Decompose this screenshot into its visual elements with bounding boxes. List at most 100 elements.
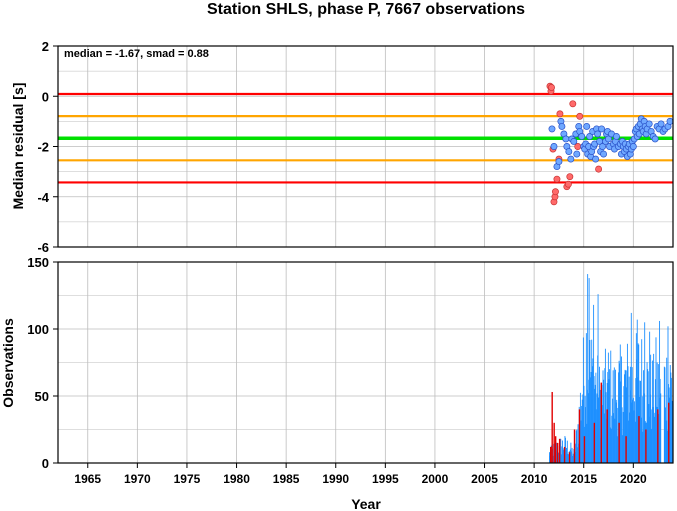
- observation-bar-red: [563, 446, 566, 463]
- observation-bar-blue: [603, 413, 605, 463]
- observation-bar-blue: [613, 367, 615, 463]
- observation-bar-red: [578, 409, 581, 463]
- observation-bar-blue: [633, 410, 635, 463]
- observation-bar-blue: [622, 411, 624, 463]
- year-x-tick-label: 2000: [422, 472, 449, 486]
- observation-bar-blue: [664, 367, 666, 463]
- residual-point: [599, 143, 607, 150]
- observation-bar-blue: [612, 398, 613, 463]
- observation-bar-blue: [562, 448, 564, 463]
- observations-y-tick-label: 100: [27, 322, 49, 337]
- observation-bar-blue: [569, 449, 571, 463]
- observation-bar-blue: [609, 427, 611, 463]
- observation-bar-blue: [577, 424, 579, 463]
- observation-bar-blue: [621, 407, 623, 463]
- observations-y-tick-label: 0: [42, 456, 49, 471]
- residual-point: [657, 120, 665, 128]
- observation-bar-blue: [575, 443, 577, 463]
- observations-y-ticks: 150 100 50 0: [27, 255, 58, 471]
- residual-point: [565, 148, 573, 155]
- observation-bar-blue: [604, 368, 606, 463]
- observation-bar-red: [554, 436, 557, 463]
- observation-bar-blue: [599, 366, 600, 463]
- year-x-tick-label: 2020: [620, 472, 647, 486]
- year-x-tick-label: 1975: [174, 472, 201, 486]
- residual-point: [594, 130, 602, 138]
- observation-bar-blue: [651, 360, 653, 463]
- observation-bar-blue: [619, 363, 621, 463]
- observation-bar-red: [556, 442, 559, 463]
- residual-point: [651, 135, 659, 143]
- observation-bar-red: [645, 429, 647, 463]
- observation-bar-blue: [660, 393, 662, 463]
- observation-bar-blue: [584, 396, 586, 463]
- observation-bar-blue: [571, 451, 572, 463]
- observation-bar-blue: [643, 393, 645, 463]
- observation-bar-blue: [635, 333, 637, 463]
- observation-bar-blue: [591, 339, 593, 463]
- observation-bar-blue: [629, 366, 631, 463]
- observation-bar-blue: [647, 371, 649, 463]
- observation-bar-blue: [580, 420, 582, 463]
- observation-bar-blue: [552, 455, 554, 463]
- residual-point: [562, 135, 570, 143]
- observation-bar-blue: [618, 360, 620, 463]
- observation-bar-blue: [571, 447, 573, 463]
- observation-bar-blue: [625, 370, 627, 463]
- observation-bar-blue: [647, 369, 649, 463]
- observation-bar-blue: [560, 454, 562, 463]
- observation-bar-blue: [655, 337, 657, 463]
- observation-bar-blue: [654, 379, 656, 463]
- observation-bar-red: [593, 422, 596, 463]
- observation-bar-blue: [608, 379, 610, 463]
- observation-bar-blue: [570, 442, 572, 463]
- observation-bar-blue: [593, 376, 595, 463]
- observation-bar-blue: [624, 369, 626, 463]
- observation-bar-blue: [590, 371, 592, 463]
- residual-point: [586, 132, 594, 140]
- observation-bar-blue: [611, 415, 613, 463]
- observation-bar-blue: [637, 343, 639, 463]
- observation-bar-blue: [588, 278, 590, 463]
- observation-bar-blue: [581, 405, 583, 463]
- observation-bar-blue: [585, 407, 587, 463]
- observations-y-tick-label: 50: [35, 389, 49, 404]
- observation-bar-blue: [651, 428, 653, 463]
- residual-y-tick-label: 2: [42, 39, 49, 54]
- year-x-tick-label: 1985: [273, 472, 300, 486]
- observation-bar-blue: [604, 348, 606, 463]
- observation-bar-blue: [626, 343, 628, 463]
- observation-bar-blue: [636, 319, 638, 463]
- observation-bar-blue: [615, 369, 616, 463]
- observation-bar-blue: [635, 378, 637, 463]
- observation-bar-blue: [617, 407, 619, 463]
- residual-point: [578, 132, 586, 140]
- observation-bar-blue: [567, 453, 569, 463]
- observation-bar-blue: [615, 402, 617, 463]
- observation-bar-blue: [634, 421, 636, 463]
- year-x-axis-label: Year: [351, 496, 381, 511]
- observation-bar-blue: [665, 407, 666, 463]
- residual-point: [573, 150, 581, 158]
- observation-bar-blue: [643, 370, 644, 463]
- residual-stats-annotation: median = -1.67, smad = 0.88: [64, 48, 209, 60]
- observation-bar-blue: [560, 438, 562, 463]
- residual-y-tick-label: -2: [37, 140, 49, 155]
- residual-point: [598, 125, 606, 133]
- residual-point: [552, 188, 559, 196]
- observation-bar-blue: [646, 362, 648, 463]
- observation-bar-blue: [565, 437, 566, 463]
- observation-bar-red: [583, 436, 586, 463]
- observation-bar-blue: [669, 397, 671, 463]
- observation-bar-blue: [667, 326, 669, 463]
- residual-point: [600, 150, 608, 158]
- observation-bar-red: [558, 438, 561, 463]
- observation-bar-blue: [653, 353, 655, 463]
- observation-bar-blue: [583, 385, 585, 463]
- observation-bar-blue: [607, 352, 609, 463]
- residual-point: [583, 122, 591, 130]
- observation-bar-blue: [565, 447, 567, 463]
- observation-bar-blue: [639, 380, 641, 463]
- residual-point: [566, 173, 574, 181]
- observation-bar-blue: [591, 366, 593, 463]
